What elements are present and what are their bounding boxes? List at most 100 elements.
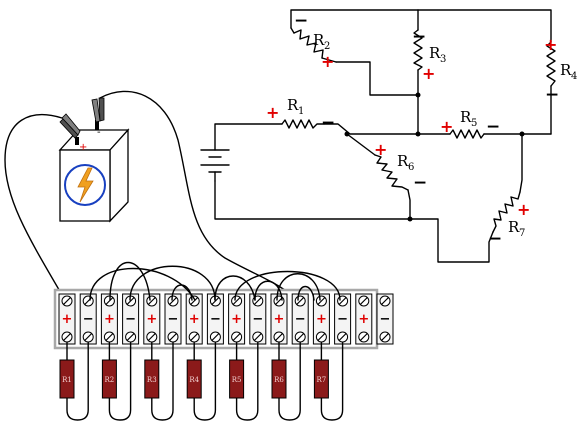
terminal-screw-icon xyxy=(103,331,115,343)
r2-label: R xyxy=(313,31,325,49)
battery: + - xyxy=(58,97,130,223)
resistor-r2: − + R 2 xyxy=(290,11,337,71)
terminal-strip-resistors: R1 R2 R3 R4 R5 R6 R7 xyxy=(59,342,344,421)
alligator-clip-negative xyxy=(91,97,105,123)
battery-positive-mark: + xyxy=(79,142,87,153)
r1-label-sub: 1 xyxy=(298,106,304,117)
battery-negative-post xyxy=(95,120,99,130)
resistor-r4: + − R 4 xyxy=(544,35,577,105)
terminal-screw-icon xyxy=(358,295,370,307)
terminal-screw-icon xyxy=(167,295,179,307)
terminal-strip: + − + − + − + − + − + − + − + − xyxy=(53,288,394,350)
terminal-screw-icon xyxy=(315,295,327,307)
terminal-screw-icon xyxy=(358,331,370,343)
terminal-resistor-label: R1 xyxy=(62,376,72,384)
r3-label-sub: 3 xyxy=(440,54,446,65)
resistor-body xyxy=(229,359,245,399)
terminal-resistor: R4 xyxy=(186,342,217,421)
battery-negative-lead xyxy=(99,90,296,301)
resistor-r6: + − R 6 xyxy=(374,140,427,193)
terminal-screw-icon xyxy=(61,295,73,307)
terminal-resistor-label: R3 xyxy=(147,376,157,384)
terminal-cell: + xyxy=(185,293,203,345)
resistor-body xyxy=(59,359,75,399)
terminal-cell: − xyxy=(206,293,224,345)
terminal-minus-mark: − xyxy=(252,312,263,327)
r5-plus-mark: + xyxy=(440,117,453,136)
terminal-cell: − xyxy=(122,293,140,345)
terminal-screw-icon xyxy=(209,331,221,343)
terminal-cell: − xyxy=(164,293,182,345)
terminal-cell: + xyxy=(143,293,161,345)
resistor-body xyxy=(186,359,202,399)
terminal-screw-icon xyxy=(125,331,137,343)
terminal-plus-mark: + xyxy=(231,312,242,327)
terminal-plus-mark: + xyxy=(316,312,327,327)
junction-dot xyxy=(519,131,525,137)
terminal-cell: + xyxy=(312,293,330,345)
terminal-cell: + xyxy=(270,293,288,345)
terminal-screw-icon xyxy=(146,331,158,343)
jumper-wire xyxy=(214,275,256,301)
terminal-cell: − xyxy=(376,293,394,345)
resistor-r7: + − R 7 xyxy=(488,191,530,249)
terminal-screw-icon xyxy=(188,331,200,343)
jumper-wire xyxy=(129,265,216,301)
terminal-screw-icon xyxy=(231,331,243,343)
r5-minus-mark: − xyxy=(486,117,500,137)
terminal-resistor: R7 xyxy=(313,342,344,421)
terminal-minus-mark: − xyxy=(337,312,348,327)
junction-dot xyxy=(407,216,413,222)
r6-label: R xyxy=(397,152,409,170)
terminal-plus-mark: + xyxy=(189,312,200,327)
terminal-resistor: R6 xyxy=(271,342,301,421)
terminal-resistor: R3 xyxy=(144,342,174,421)
terminal-cell: − xyxy=(291,293,309,345)
terminal-cell: + xyxy=(228,293,246,345)
terminal-resistor-label: R7 xyxy=(317,376,327,384)
terminal-plus-mark: + xyxy=(146,312,157,327)
resistor-r3: − + R 3 xyxy=(412,27,446,83)
terminal-resistor-label: R4 xyxy=(189,376,199,384)
terminal-plus-mark: + xyxy=(62,312,73,327)
terminal-plus-mark: + xyxy=(104,312,115,327)
terminal-screw-icon xyxy=(82,331,94,343)
terminal-screw-icon xyxy=(82,295,94,307)
r2-plus-mark: + xyxy=(321,52,334,71)
jumper-wire xyxy=(171,284,193,301)
lightning-bolt-icon xyxy=(77,167,94,203)
terminal-screw-icon xyxy=(231,295,243,307)
terminal-screw-icon xyxy=(294,295,306,307)
jumper-wire xyxy=(276,273,321,301)
alligator-clip-positive xyxy=(59,113,81,139)
r3-label: R xyxy=(429,44,441,62)
resistor-body xyxy=(144,359,160,399)
jumper-wire xyxy=(109,261,151,301)
terminal-cell: − xyxy=(249,293,267,345)
battery-positive-post xyxy=(75,137,79,145)
terminal-screw-icon xyxy=(273,331,285,343)
schematic-battery-symbol xyxy=(200,149,230,182)
terminal-resistor: R2 xyxy=(101,342,132,421)
battery-negative-mark: - xyxy=(97,127,101,138)
terminal-resistor-label: R2 xyxy=(105,376,115,384)
terminal-cell: + xyxy=(58,293,76,345)
terminal-resistor-label: R6 xyxy=(274,376,284,384)
r1-plus-mark: + xyxy=(266,103,279,122)
junction-dot xyxy=(344,131,350,137)
terminal-minus-mark: − xyxy=(125,312,136,327)
r4-label: R xyxy=(560,61,572,79)
terminal-cell: − xyxy=(79,293,97,345)
terminal-screw-icon xyxy=(337,331,349,343)
r7-label: R xyxy=(508,218,520,236)
terminal-screw-icon xyxy=(337,295,349,307)
terminal-minus-mark: − xyxy=(295,312,306,327)
terminal-screw-icon xyxy=(125,295,137,307)
junction-dot xyxy=(415,92,421,98)
terminal-resistor: R1 xyxy=(59,342,89,421)
r4-minus-mark: − xyxy=(545,85,559,105)
r7-label-sub: 7 xyxy=(519,228,525,239)
terminal-screw-icon xyxy=(252,331,264,343)
terminal-resistor: R5 xyxy=(229,342,259,421)
junction-dot xyxy=(415,131,421,137)
